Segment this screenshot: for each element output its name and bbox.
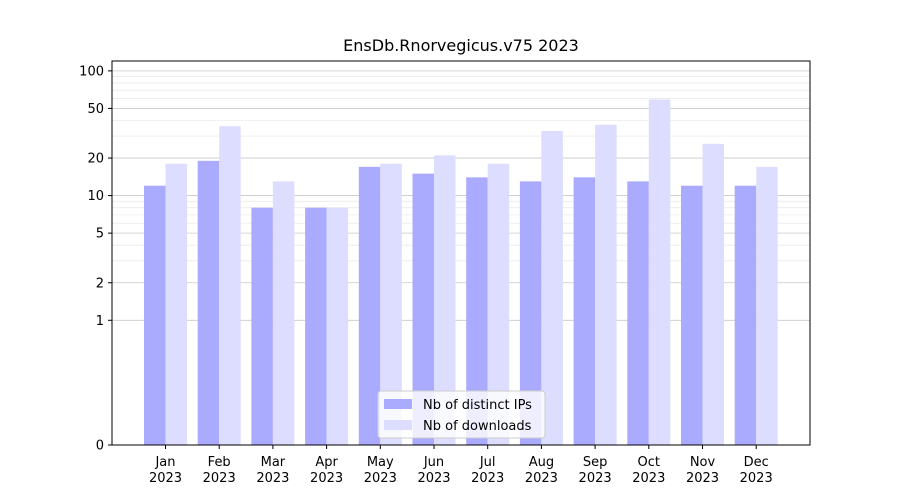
x-tick-label-month: May (367, 455, 394, 470)
x-tick-label-year: 2023 (471, 471, 504, 486)
plot-frame (111, 60, 811, 446)
bar-distinct-ips (412, 173, 434, 445)
y-axis: 0 1 2 5 10 20 50 100 (79, 64, 112, 454)
legend-swatch (384, 420, 412, 430)
bar-distinct-ips (144, 185, 166, 445)
legend: Nb of distinct IPs Nb of downloads (377, 390, 546, 439)
x-tick-label-month: Oct (638, 455, 660, 470)
y-tick-label: 50 (87, 102, 104, 117)
y-tick-label: 1 (96, 314, 104, 329)
x-tick-label-year: 2023 (364, 471, 397, 486)
y-tick-label: 100 (79, 64, 104, 79)
bars (144, 99, 778, 446)
bar-distinct-ips (251, 207, 273, 445)
bar-downloads (756, 166, 778, 445)
legend-label: Nb of downloads (423, 419, 532, 434)
x-tick-label-month: Aug (529, 455, 554, 470)
bar-downloads (326, 207, 349, 445)
bar-distinct-ips (305, 207, 327, 445)
y-tick-label: 5 (96, 227, 104, 242)
y-tick-label: 20 (87, 152, 104, 167)
legend-label: Nb of distinct IPs (423, 398, 532, 413)
bar-downloads (272, 181, 295, 445)
bar-distinct-ips (627, 181, 649, 445)
x-tick-label-year: 2023 (632, 471, 665, 486)
x-tick-label-month: Jun (423, 455, 444, 470)
x-tick-label-month: Jan (154, 455, 175, 470)
bar-distinct-ips (466, 177, 488, 445)
legend-box (377, 390, 546, 439)
x-tick-label-year: 2023 (256, 471, 289, 486)
y-tick-label: 0 (96, 439, 104, 454)
x-tick-label-year: 2023 (149, 471, 182, 486)
x-tick-label-month: Feb (208, 455, 231, 470)
x-tick-label-month: Sep (583, 455, 608, 470)
bar-downloads (648, 99, 671, 446)
x-tick-label-year: 2023 (525, 471, 558, 486)
x-axis: Jan2023Feb2023Mar2023Apr2023May2023Jun20… (149, 445, 773, 486)
bar-distinct-ips (358, 166, 381, 445)
bar-downloads (434, 155, 456, 445)
x-tick-label-year: 2023 (203, 471, 236, 486)
x-tick-label-year: 2023 (310, 471, 343, 486)
bar-distinct-ips (519, 181, 542, 445)
x-tick-label-month: Nov (690, 455, 716, 470)
bar-downloads (702, 143, 724, 446)
legend-swatch (384, 399, 412, 409)
chart-title: EnsDb.Rnorvegicus.v75 2023 (343, 36, 579, 55)
y-tick-label: 2 (96, 276, 104, 291)
bar-distinct-ips (197, 160, 220, 445)
bar-distinct-ips (681, 185, 703, 445)
x-tick-label-month: Apr (315, 455, 338, 470)
bar-downloads (487, 163, 510, 445)
x-tick-label-month: Mar (261, 455, 286, 470)
y-tick-label: 10 (87, 189, 104, 204)
x-tick-label-year: 2023 (740, 471, 773, 486)
x-tick-label-year: 2023 (417, 471, 450, 486)
x-tick-label-year: 2023 (686, 471, 719, 486)
bar-downloads (165, 163, 187, 445)
bar-downloads (219, 126, 241, 446)
x-tick-label-year: 2023 (579, 471, 612, 486)
x-tick-label-month: Jul (479, 455, 496, 470)
x-tick-label-month: Dec (744, 455, 769, 470)
bar-distinct-ips (573, 177, 596, 445)
bar-downloads (595, 124, 617, 445)
bar-downloads (541, 130, 563, 445)
bar-downloads (380, 163, 402, 445)
bar-distinct-ips (734, 185, 757, 445)
